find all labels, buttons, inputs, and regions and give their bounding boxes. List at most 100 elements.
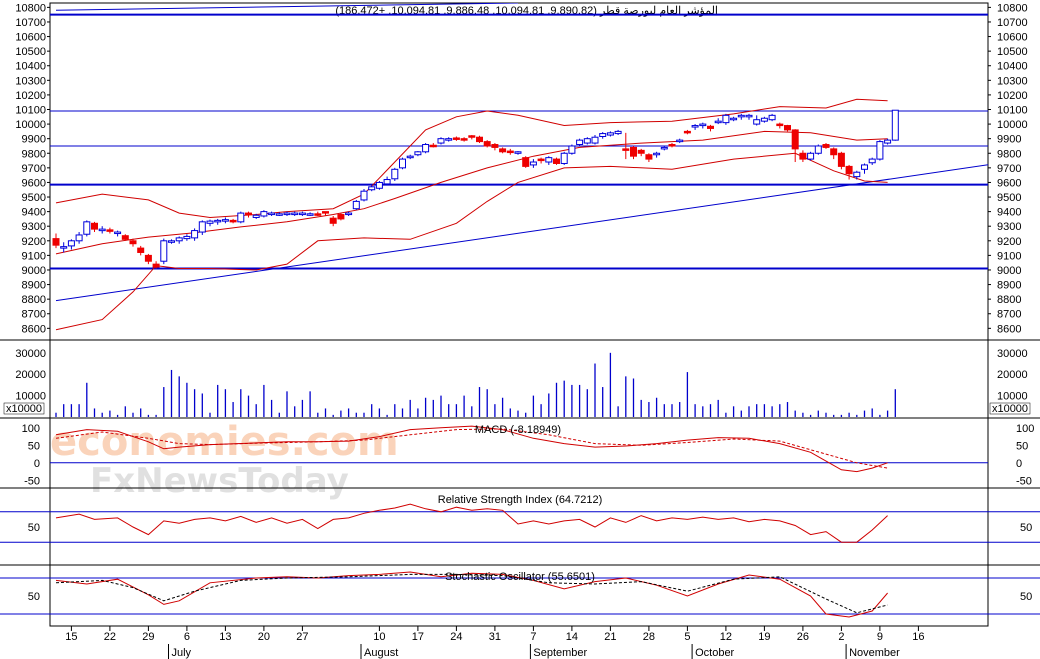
- candle-body: [391, 168, 399, 180]
- candle-body: [460, 138, 468, 141]
- price-tick-right: 10800: [997, 2, 1028, 14]
- candle-body: [291, 212, 299, 216]
- price-tick-left: 10100: [15, 104, 46, 116]
- candle-body: [560, 152, 568, 164]
- price-tick-left: 9000: [22, 265, 46, 277]
- price-tick-left: 8700: [22, 309, 46, 321]
- price-tick-right: 9800: [997, 148, 1021, 160]
- plot-frame: [49, 2, 989, 627]
- candle-body: [375, 181, 383, 189]
- price-tick-left: 10700: [15, 17, 46, 29]
- candle-body: [268, 212, 276, 216]
- day-tick-label: 14: [566, 631, 578, 643]
- month-label: August: [364, 647, 398, 659]
- volume-tick-right: 30000: [997, 348, 1028, 360]
- candle-body: [206, 220, 214, 224]
- macd-tick-right: -50: [1016, 475, 1032, 487]
- candle-body: [630, 146, 637, 157]
- candle-body: [776, 123, 784, 127]
- rsi-line: [55, 503, 888, 543]
- candle-body: [599, 133, 607, 137]
- price-tick-right: 10000: [997, 119, 1028, 131]
- candle-body: [891, 109, 899, 141]
- candle-body: [491, 144, 499, 148]
- candle-body: [707, 125, 714, 129]
- price-tick-right: 10500: [997, 46, 1028, 58]
- volume-tick-right: 20000: [997, 369, 1028, 381]
- candle-body: [214, 219, 222, 223]
- bollinger-middle: [55, 130, 888, 255]
- price-tick-left: 10400: [15, 61, 46, 73]
- candle-body: [298, 212, 306, 216]
- candle-body: [522, 157, 530, 167]
- stochastic-tick-right: 50: [1020, 591, 1032, 603]
- candle-body: [791, 129, 799, 150]
- candle-body: [237, 212, 245, 223]
- candle-body: [668, 144, 676, 147]
- bollinger-upper: [55, 98, 888, 219]
- candle-body: [653, 152, 661, 156]
- macd-label: MACD (-8.18949): [475, 424, 561, 436]
- candle-body: [822, 144, 830, 148]
- macd-tick-left: -50: [24, 475, 40, 487]
- price-tick-left: 10800: [15, 2, 46, 14]
- price-tick-left: 10200: [15, 90, 46, 102]
- candle-body: [121, 235, 129, 240]
- candle-body: [245, 212, 252, 216]
- candle-body: [506, 150, 514, 154]
- price-tick-left: 8600: [22, 323, 46, 335]
- day-tick-label: 10: [373, 631, 385, 643]
- candle-body: [737, 114, 745, 118]
- day-tick-label: 27: [296, 631, 308, 643]
- day-tick-label: 17: [412, 631, 424, 643]
- candle-body: [429, 144, 437, 148]
- macd-tick-right: 100: [1016, 423, 1034, 435]
- stochastic-tick-left: 50: [28, 591, 40, 603]
- candle-body: [768, 114, 776, 121]
- candle-body: [329, 217, 337, 224]
- month-label: September: [533, 647, 587, 659]
- macd-line: [55, 425, 888, 473]
- day-tick-label: 22: [104, 631, 116, 643]
- price-tick-right: 8900: [997, 280, 1021, 292]
- candle-body: [75, 234, 83, 242]
- candle-body: [884, 139, 892, 144]
- price-tick-left: 9100: [22, 250, 46, 262]
- candle-body: [622, 148, 630, 151]
- candle-body: [106, 229, 114, 232]
- candle-body: [52, 238, 60, 246]
- candle-body: [529, 161, 537, 166]
- price-tick-right: 8800: [997, 294, 1021, 306]
- candle-body: [137, 247, 145, 253]
- candle-body: [591, 136, 599, 144]
- day-tick-label: 13: [219, 631, 231, 643]
- volume-multiplier-right: x10000: [992, 403, 1028, 415]
- candle-body: [360, 190, 368, 201]
- day-tick-label: 9: [877, 631, 883, 643]
- price-tick-left: 8900: [22, 280, 46, 292]
- candle-body: [60, 246, 68, 249]
- price-tick-left: 9700: [22, 163, 46, 175]
- candle-body: [452, 137, 460, 140]
- price-tick-left: 9300: [22, 221, 46, 233]
- candle-body: [606, 132, 614, 136]
- candle-body: [383, 179, 391, 185]
- candle-body: [637, 149, 645, 154]
- candle-body: [160, 240, 168, 262]
- candle-body: [861, 164, 868, 170]
- candle-body: [553, 158, 560, 164]
- stochastic-d-line: [55, 573, 888, 614]
- candle-body: [476, 136, 483, 143]
- candle-body: [514, 151, 522, 154]
- candle-body: [853, 171, 861, 178]
- price-tick-right: 9400: [997, 207, 1021, 219]
- watermark: economies.com FxNewsToday: [50, 419, 399, 501]
- candle-body: [807, 152, 815, 160]
- price-tick-left: 9500: [22, 192, 46, 204]
- day-tick-label: 20: [258, 631, 270, 643]
- macd-tick-left: 100: [22, 423, 40, 435]
- month-label: October: [695, 647, 734, 659]
- price-tick-right: 10300: [997, 75, 1028, 87]
- candle-body: [730, 117, 738, 121]
